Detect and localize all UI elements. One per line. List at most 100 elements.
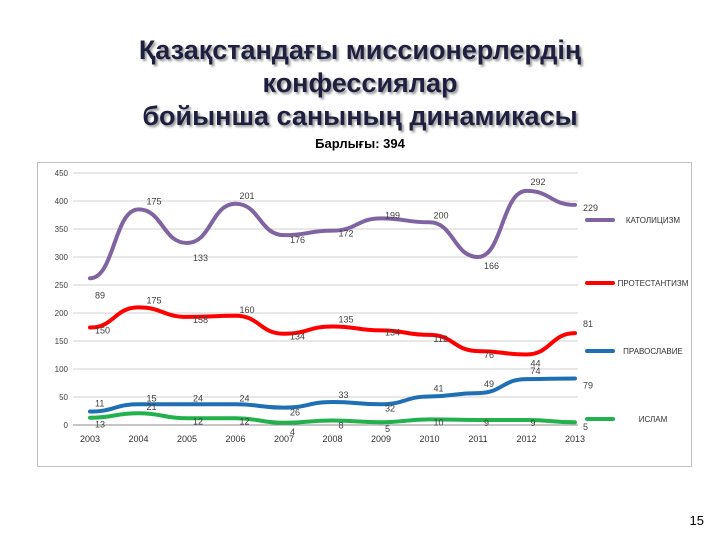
data-label: 150 — [95, 326, 110, 336]
data-point — [477, 419, 479, 421]
y-tick-label: 400 — [55, 197, 69, 206]
data-point — [89, 327, 91, 329]
data-point — [332, 401, 333, 403]
data-label: 135 — [339, 314, 354, 324]
data-label: 292 — [531, 177, 546, 187]
y-tick-label: 300 — [55, 253, 69, 262]
data-point — [574, 332, 576, 334]
data-point — [138, 306, 139, 308]
series-line-3 — [88, 376, 577, 414]
data-label: 32 — [385, 403, 395, 413]
data-label: 134 — [290, 332, 305, 342]
x-tick-label: 2006 — [225, 434, 245, 444]
x-tick-label: 2008 — [322, 434, 342, 444]
data-label: 172 — [339, 229, 354, 239]
y-tick-label: 450 — [55, 169, 69, 178]
data-point — [332, 325, 333, 327]
data-point — [89, 277, 91, 279]
data-label: 10 — [434, 417, 444, 427]
data-point — [138, 208, 139, 210]
data-label: 49 — [484, 379, 494, 389]
data-label: 133 — [193, 253, 208, 263]
total-value: 394 — [383, 136, 405, 151]
data-label: 21 — [147, 402, 157, 412]
data-point — [429, 418, 430, 420]
data-point — [235, 315, 236, 317]
data-point — [186, 242, 188, 244]
data-label: 89 — [95, 290, 105, 300]
data-point — [477, 256, 479, 258]
data-label: 200 — [434, 210, 449, 220]
data-label: 24 — [240, 393, 250, 403]
data-point — [380, 217, 382, 219]
x-tick-label: 2004 — [128, 434, 148, 444]
data-point — [574, 204, 576, 206]
data-point — [332, 230, 333, 232]
data-label: 24 — [193, 393, 203, 403]
data-point — [477, 392, 479, 394]
data-label: 41 — [434, 383, 444, 393]
y-tick-label: 0 — [64, 421, 69, 430]
data-label: 199 — [385, 210, 400, 220]
data-label: 9 — [531, 418, 536, 428]
y-tick-label: 150 — [55, 337, 69, 346]
data-label: 134 — [385, 327, 400, 337]
data-point — [380, 329, 382, 331]
series-line-1 — [88, 188, 577, 281]
data-label: 166 — [484, 261, 499, 271]
x-tick-label: 2012 — [516, 434, 536, 444]
data-point — [477, 350, 479, 352]
x-tick-label: 2007 — [274, 434, 294, 444]
data-label: 176 — [290, 235, 305, 245]
x-tick-label: 2009 — [371, 434, 391, 444]
y-tick-label: 100 — [55, 365, 69, 374]
data-point — [186, 316, 188, 318]
data-point — [89, 411, 91, 413]
data-label: 79 — [583, 381, 593, 391]
data-point — [526, 190, 527, 192]
data-label: 201 — [240, 191, 255, 201]
data-label: 9 — [484, 418, 489, 428]
data-label: 76 — [484, 350, 494, 360]
data-label: 160 — [240, 305, 255, 315]
data-point — [186, 417, 188, 419]
data-point — [526, 419, 527, 421]
title-line-2: бойынша санының динамикасы — [142, 101, 578, 131]
data-point — [429, 395, 430, 397]
legend-label: ПРАВОСЛАВИЕ — [623, 347, 683, 356]
data-point — [526, 378, 527, 380]
x-tick-label: 2011 — [468, 434, 487, 444]
data-point — [89, 417, 91, 419]
legend-label: ИСЛАМ — [639, 415, 668, 424]
data-point — [138, 403, 139, 405]
x-tick-label: 2005 — [177, 434, 197, 444]
data-point — [283, 407, 285, 409]
data-point — [138, 412, 139, 414]
data-label: 5 — [583, 422, 588, 432]
x-tick-label: 2013 — [565, 434, 585, 444]
data-label: 15 — [147, 393, 157, 403]
data-label: 74 — [531, 366, 541, 376]
data-point — [283, 422, 285, 424]
data-label: 175 — [147, 196, 162, 206]
title-line-1: Қазақстандағы миссионерлердің конфессиял… — [138, 35, 582, 98]
data-label: 12 — [240, 416, 250, 426]
data-point — [186, 403, 188, 405]
data-point — [283, 333, 285, 335]
data-label: 26 — [290, 408, 300, 418]
data-label: 44 — [531, 358, 541, 368]
y-tick-label: 350 — [55, 225, 69, 234]
data-point — [235, 203, 236, 205]
data-label: 229 — [583, 203, 598, 213]
x-tick-label: 2003 — [80, 434, 100, 444]
data-point — [235, 403, 236, 405]
data-point — [574, 421, 576, 423]
data-label: 81 — [583, 319, 593, 329]
chart-container: 0 50 100 150 200 250 300 350 400 450 2003 2004 2005 2… — [37, 162, 692, 467]
data-point — [235, 417, 236, 419]
data-label: 12 — [193, 416, 203, 426]
total-caption: Барлығы: 394 — [0, 136, 720, 151]
data-label: 158 — [193, 315, 208, 325]
slide-title: Қазақстандағы миссионерлердің конфессиял… — [40, 34, 680, 133]
